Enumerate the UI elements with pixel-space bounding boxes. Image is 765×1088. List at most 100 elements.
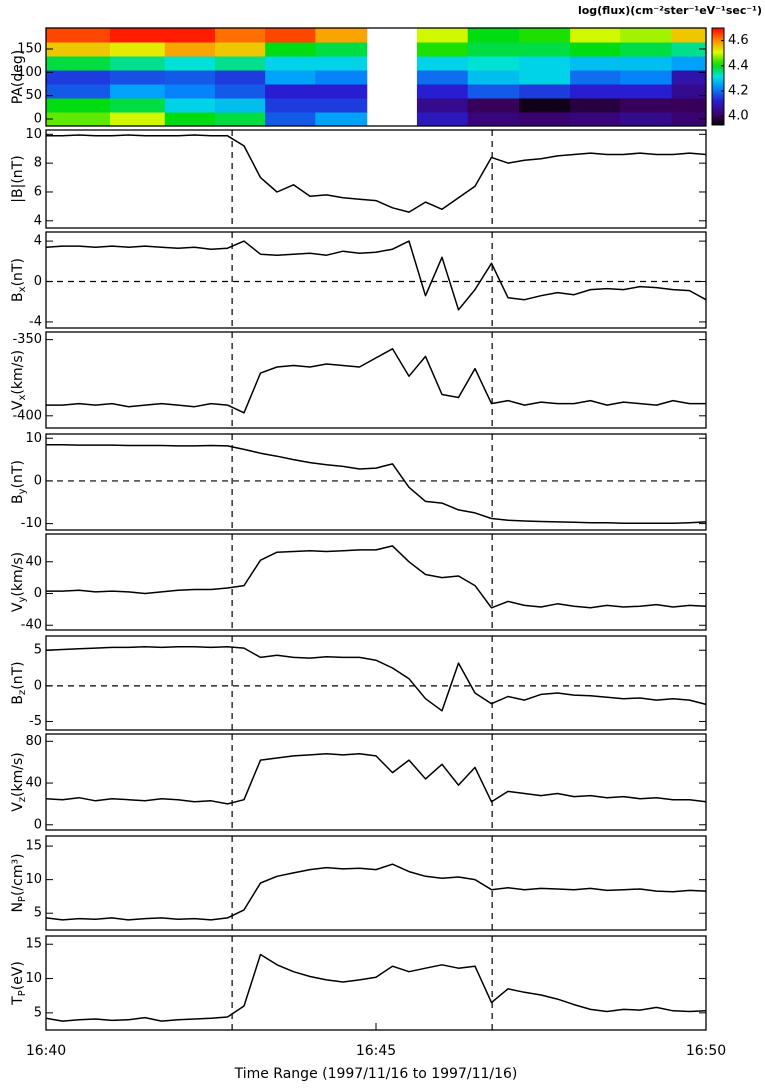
heatmap-cell — [671, 112, 707, 127]
y-tick-label: -400 — [12, 408, 42, 423]
heatmap-cell — [164, 28, 216, 43]
y-tick-label: 10 — [25, 872, 42, 887]
y-axis-label: By(nT) — [10, 460, 28, 504]
heatmap-cell — [416, 112, 469, 127]
y-tick-label: 10 — [25, 971, 42, 986]
panel-frame — [45, 27, 707, 127]
heatmap-cell — [46, 84, 111, 99]
panel-frame — [45, 935, 707, 1031]
y-tick-label: -40 — [21, 618, 42, 633]
y-axis-label-sub: x — [17, 286, 28, 292]
heatmap-cell — [467, 42, 520, 57]
heatmap-cell — [519, 42, 571, 57]
heatmap-cell — [214, 98, 266, 113]
heatmap-cell — [265, 42, 316, 57]
y-axis-label: Vz(km/s) — [10, 752, 28, 812]
heatmap-cell — [110, 84, 166, 99]
y-tick-label: 0 — [34, 678, 42, 693]
y-tick-label: 150 — [17, 42, 42, 57]
y-tick-label: 0 — [34, 473, 42, 488]
data-line — [45, 240, 707, 311]
x-tick-label: 16:45 — [356, 1043, 396, 1059]
heatmap-cell — [164, 42, 216, 57]
y-tick-label: 6 — [34, 184, 42, 199]
heatmap-cell — [416, 70, 469, 85]
y-tick-label: 50 — [25, 88, 42, 103]
heatmap-cell — [467, 84, 520, 99]
data-line — [45, 863, 707, 921]
heatmap-cell — [416, 56, 469, 71]
heatmap-cell — [315, 84, 368, 99]
y-axis-label-sub: P — [17, 896, 28, 902]
data-line — [45, 645, 707, 712]
colorbar — [711, 27, 725, 126]
x-tick-label: 16:40 — [26, 1043, 66, 1059]
y-axis-label-sub: x — [17, 395, 28, 401]
y-tick-label: 4 — [34, 213, 42, 228]
colorbar-tick-label: 4.4 — [728, 58, 749, 73]
heatmap-cell — [315, 28, 368, 43]
heatmap-cell — [416, 42, 469, 57]
y-tick-label: 5 — [34, 643, 42, 658]
data-line — [45, 753, 707, 805]
heatmap-cell — [265, 28, 316, 43]
heatmap-cell — [467, 28, 520, 43]
y-axis-label-main: N — [10, 902, 26, 912]
heatmap-cell — [110, 28, 166, 43]
y-axis-label-sub: P — [17, 990, 28, 996]
y-tick-label: -4 — [29, 314, 42, 329]
heatmap-cell — [620, 112, 673, 127]
heatmap-cell — [519, 70, 571, 85]
y-axis-label: PA(deg) — [10, 50, 26, 104]
data-line — [46, 545, 707, 609]
y-tick-label: 0 — [34, 112, 42, 127]
heatmap-cell — [671, 98, 707, 113]
heatmap-cell — [570, 112, 621, 127]
heatmap-cell — [671, 56, 707, 71]
heatmap-cell — [620, 98, 673, 113]
heatmap-cell — [46, 28, 111, 43]
y-axis-label-main: T — [10, 996, 26, 1006]
heatmap-cell — [519, 56, 571, 71]
heatmap-cell — [620, 56, 673, 71]
y-axis-label-sub: z — [17, 690, 28, 695]
heatmap-cell — [315, 70, 368, 85]
heatmap-cell — [671, 84, 707, 99]
y-axis-label-unit: (/cm³) — [10, 853, 26, 896]
colorbar-title: log(flux)(cm⁻²ster⁻¹eV⁻¹sec⁻¹) — [578, 4, 762, 17]
data-line — [46, 134, 707, 213]
y-axis-label-main: V — [10, 802, 26, 812]
heatmap-cell — [164, 98, 216, 113]
y-tick-label: 8 — [34, 156, 42, 171]
heatmap-cell — [315, 112, 368, 127]
y-tick-label: 15 — [25, 839, 42, 854]
heatmap-cell — [164, 112, 216, 127]
colorbar-tick-label: 4.0 — [728, 109, 749, 124]
heatmap-cell — [214, 70, 266, 85]
heatmap-cell — [110, 70, 166, 85]
panel-frame — [45, 231, 707, 329]
heatmap-cell — [265, 84, 316, 99]
y-axis-label-unit: (nT) — [10, 460, 26, 488]
heatmap-cell — [570, 70, 621, 85]
y-tick-label: 0 — [34, 586, 42, 601]
panel-frame — [45, 635, 707, 731]
heatmap-cell — [46, 70, 111, 85]
heatmap-cell — [570, 98, 621, 113]
heatmap-cell — [46, 42, 111, 57]
y-tick-label: 4 — [34, 234, 42, 249]
y-axis-label-main: B — [10, 695, 26, 705]
heatmap-cell — [416, 28, 469, 43]
heatmap-cell — [671, 70, 707, 85]
y-axis-label-unit: (nT) — [10, 258, 26, 286]
y-axis-label: NP(/cm³) — [10, 853, 28, 912]
y-tick-label: 0 — [34, 274, 42, 289]
heatmap-cell — [265, 56, 316, 71]
y-axis-label: Bz(nT) — [10, 661, 28, 704]
y-axis-label-main: V — [10, 400, 26, 410]
heatmap-cell — [110, 56, 166, 71]
colorbar-tick-label: 4.2 — [728, 83, 749, 98]
heatmap-cell — [110, 42, 166, 57]
heatmap-cell — [467, 112, 520, 127]
